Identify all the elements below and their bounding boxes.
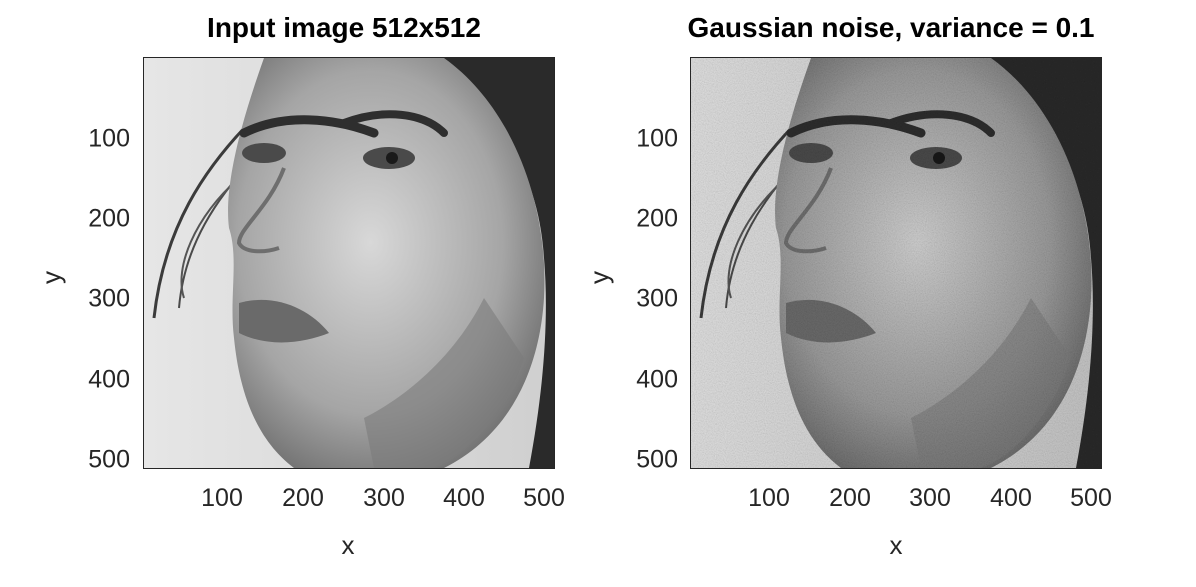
x-axis-label: x — [889, 530, 903, 560]
x-tick-label: 200 — [829, 484, 871, 512]
noisy-face-photo — [691, 58, 1101, 468]
x-axis-label: x — [341, 530, 355, 560]
y-axis-label: y — [36, 271, 66, 284]
y-tick-label: 400 — [88, 365, 130, 394]
y-tick-label: 300 — [636, 284, 678, 313]
y-tick-label: 100 — [636, 124, 678, 153]
x-tick-label: 100 — [748, 484, 790, 512]
x-tick-label: 300 — [909, 484, 951, 512]
input-image-panel: Input image 512x512 y 100 200 300 400 50… — [0, 0, 580, 587]
y-tick-label: 200 — [88, 204, 130, 233]
y-tick-label: 300 — [88, 284, 130, 313]
x-tick-label: 500 — [1070, 484, 1112, 512]
face-photo — [144, 58, 554, 468]
x-tick-label: 200 — [282, 484, 324, 512]
image-axes — [690, 57, 1102, 469]
x-tick-label: 300 — [363, 484, 405, 512]
x-tick-label: 400 — [990, 484, 1032, 512]
x-tick-label: 400 — [443, 484, 485, 512]
image-axes — [143, 57, 555, 469]
y-tick-label: 100 — [88, 124, 130, 153]
y-tick-label: 500 — [88, 445, 130, 474]
y-axis-label: y — [584, 271, 614, 284]
y-tick-label: 500 — [636, 445, 678, 474]
panel-title: Input image 512x512 — [207, 12, 481, 43]
panel-title: Gaussian noise, variance = 0.1 — [687, 12, 1095, 43]
noisy-image-panel: Gaussian noise, variance = 0.1 y 100 200… — [548, 0, 1128, 587]
x-tick-label: 100 — [201, 484, 243, 512]
x-tick-label: 500 — [523, 484, 565, 512]
y-tick-label: 400 — [636, 365, 678, 394]
y-tick-label: 200 — [636, 204, 678, 233]
